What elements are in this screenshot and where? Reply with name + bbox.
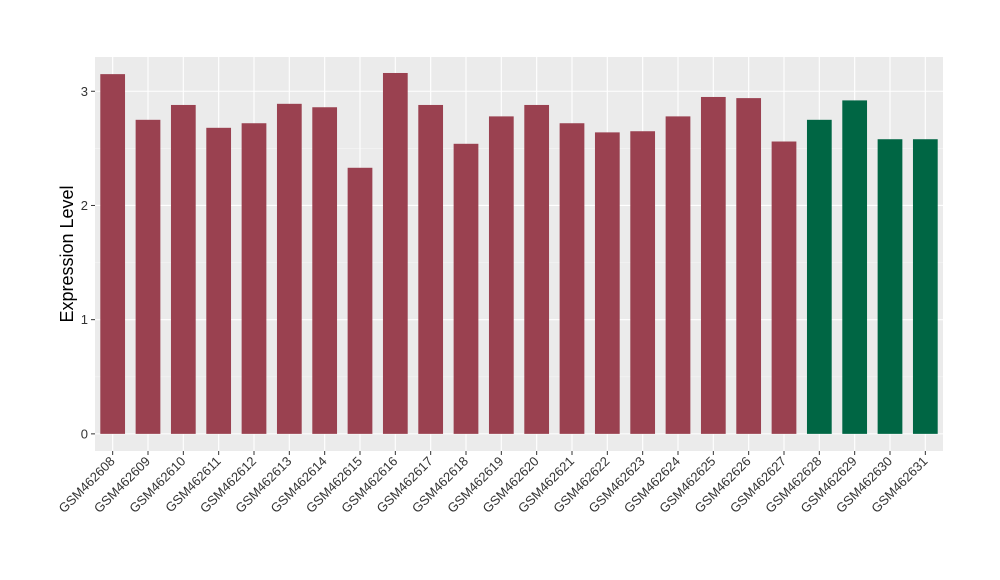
y-tick-label: 3 [81,84,88,99]
bar-GSM462615 [347,167,373,434]
bar-GSM462629 [842,100,868,434]
bar-GSM462617 [418,104,444,434]
y-tick-label: 0 [81,426,88,441]
bar-GSM462619 [488,116,514,434]
bar-GSM462623 [630,131,656,434]
bar-GSM462609 [135,119,161,434]
bar-GSM462614 [312,107,338,434]
bar-GSM462618 [453,143,479,434]
bar-GSM462612 [241,123,267,434]
bars [100,72,938,434]
bar-GSM462631 [912,139,938,434]
bar-GSM462626 [736,98,762,434]
bar-GSM462621 [559,123,585,434]
bar-GSM462616 [382,72,408,434]
bar-GSM462630 [877,139,903,434]
y-tick-label: 2 [81,198,88,213]
y-axis-title: Expression Level [57,185,77,322]
bar-GSM462610 [170,104,196,434]
y-axis: 0 1 2 3 [81,84,95,441]
bar-GSM462622 [594,132,620,434]
bar-GSM462613 [276,103,302,434]
plot-panel [95,57,943,451]
bar-GSM462627 [771,141,797,434]
bar-GSM462611 [206,127,232,434]
bar-GSM462608 [100,74,126,434]
bar-GSM462628 [806,119,832,434]
bar-GSM462624 [665,116,691,434]
y-tick-label: 1 [81,312,88,327]
bar-GSM462625 [700,96,726,434]
x-axis: GSM462608GSM462609GSM462610GSM462611GSM4… [56,451,930,516]
bar-GSM462620 [524,104,550,434]
